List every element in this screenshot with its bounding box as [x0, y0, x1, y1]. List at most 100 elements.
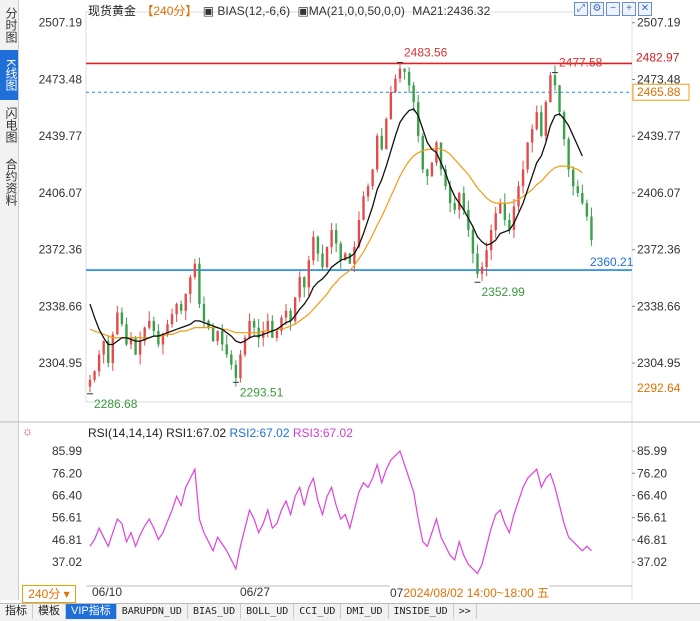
- annotation-label: 2293.51: [240, 385, 284, 399]
- candle-body: [225, 344, 228, 355]
- tab-indicator[interactable]: 指标: [0, 604, 33, 619]
- candle-body: [508, 219, 511, 231]
- rsi-tick-left: 66.40: [52, 488, 82, 502]
- candle-body: [385, 118, 388, 150]
- candle-body: [129, 337, 133, 345]
- price-label-blue: 2360.21: [590, 255, 634, 269]
- candle-body: [426, 169, 429, 177]
- candle-body: [353, 246, 356, 264]
- y-tick-right: 2338.66: [637, 299, 681, 313]
- candle-body: [453, 203, 456, 210]
- candle-body: [403, 68, 406, 72]
- tab-vip-indicator[interactable]: VIP指标: [66, 604, 117, 619]
- candle-body: [448, 186, 452, 204]
- rsi-tick-left: 56.61: [52, 511, 82, 525]
- expand-icon[interactable]: ⤢: [574, 2, 588, 16]
- candle-body: [152, 320, 156, 332]
- rsi-legend: RSI(14,14,14) RSI1:67.02 RSI2:67.02 RSI3…: [88, 426, 353, 440]
- y-tick-right: 2439.77: [637, 129, 681, 143]
- period-label[interactable]: 【240分】: [141, 4, 198, 18]
- candle-body: [134, 337, 137, 355]
- candle-body: [330, 230, 333, 247]
- crosshair-time: 072024/08/02 14:00~18:00 五: [390, 585, 550, 601]
- candle-body: [325, 246, 329, 268]
- y-tick-right: 2304.95: [637, 356, 681, 370]
- candle-body: [280, 317, 283, 332]
- candle-body: [170, 314, 174, 325]
- candle-body: [553, 75, 557, 86]
- candle-body: [125, 324, 128, 345]
- left-sidebar: 分时图 K线图 闪电图 合约资料: [0, 0, 19, 600]
- tab-bias[interactable]: BIAS_UD: [188, 604, 242, 619]
- tab-timeshare[interactable]: 分时图: [4, 7, 18, 43]
- candle-body: [526, 142, 529, 170]
- rsi-settings-icon[interactable]: ☼: [22, 424, 33, 438]
- tab-template[interactable]: 模板: [33, 604, 66, 619]
- candle-body: [362, 196, 365, 220]
- tab-more[interactable]: >>: [454, 604, 477, 619]
- x-label-1: 06/27: [240, 585, 270, 599]
- candle-body: [444, 169, 447, 187]
- candle-body: [572, 169, 575, 187]
- y-tick-right: 2507.19: [637, 16, 681, 30]
- candle-body: [530, 129, 534, 143]
- close-icon[interactable]: ✕: [638, 2, 652, 16]
- tab-contract-info[interactable]: 合约资料: [4, 158, 18, 206]
- tab-boll[interactable]: BOLL_UD: [241, 604, 295, 619]
- candle-body: [535, 112, 538, 130]
- instrument-name: 现货黄金: [88, 4, 137, 18]
- candle-body: [175, 304, 178, 315]
- candle-body: [202, 304, 206, 321]
- annotation-label: 2483.56: [404, 45, 448, 59]
- annotation-label: 2477.58: [559, 56, 603, 70]
- ma-orange-line: [89, 146, 583, 339]
- ma-indicator: ▣MA(21,0,0,50,0,0): [297, 4, 405, 18]
- candle-body: [581, 193, 584, 204]
- candle-body: [439, 142, 443, 170]
- tab-barupdn[interactable]: BARUPDN_UD: [117, 604, 188, 619]
- candle-body: [567, 139, 570, 170]
- candle-body: [275, 331, 279, 338]
- candle-body: [590, 216, 593, 241]
- candle-body: [189, 277, 192, 294]
- candle-body: [458, 193, 461, 210]
- candle-body: [540, 112, 543, 136]
- settings-icon[interactable]: ⚙: [590, 2, 604, 16]
- candle-body: [344, 253, 347, 261]
- price-panel-frame: [85, 11, 633, 403]
- candle-body: [120, 312, 124, 325]
- candle-body: [157, 331, 160, 345]
- top-legend: 现货黄金 【240分】 ▣ BIAS(12,-6,6) ▣MA(21,0,0,5…: [88, 2, 492, 18]
- price-label-orange: 2465.88: [637, 85, 681, 99]
- tab-cci[interactable]: CCI_UD: [294, 604, 342, 619]
- y-tick-left: 2439.77: [39, 129, 83, 143]
- candle-body: [321, 253, 324, 268]
- rsi-tick-right: 85.99: [637, 444, 667, 458]
- candle-body: [239, 354, 242, 379]
- y-tick-left: 2507.19: [39, 16, 83, 30]
- candle-body: [375, 135, 379, 170]
- y-tick-right: 2406.07: [637, 186, 681, 200]
- plus-icon[interactable]: +: [622, 2, 636, 16]
- candle-body: [371, 169, 374, 187]
- y-tick-left: 2304.95: [39, 356, 83, 370]
- minus-icon[interactable]: −: [606, 2, 620, 16]
- candle-body: [307, 260, 311, 288]
- price-chart[interactable]: 2507.19 2473.48 2439.77 2406.07 2372.36 2338.…: [0, 0, 700, 600]
- candle-body: [193, 263, 197, 278]
- candle-body: [312, 236, 315, 261]
- rsi-tick-left: 76.20: [52, 466, 82, 480]
- rsi-tick-left: 46.81: [52, 533, 82, 547]
- y-tick-right: 2473.48: [637, 72, 681, 86]
- period-selector[interactable]: 240分 ▾: [22, 585, 76, 603]
- time-prefix: 07: [390, 586, 404, 600]
- tab-dmi[interactable]: DMI_UD: [341, 604, 389, 619]
- candle-body: [585, 203, 589, 217]
- tab-lightning[interactable]: 闪电图: [4, 107, 18, 143]
- candle-body: [93, 371, 96, 380]
- tab-inside[interactable]: INSIDE_UD: [389, 604, 454, 619]
- candle-body: [521, 169, 525, 187]
- rsi-tick-right: 76.20: [637, 466, 667, 480]
- tab-kline[interactable]: K线图: [0, 50, 18, 100]
- candle-body: [179, 304, 183, 311]
